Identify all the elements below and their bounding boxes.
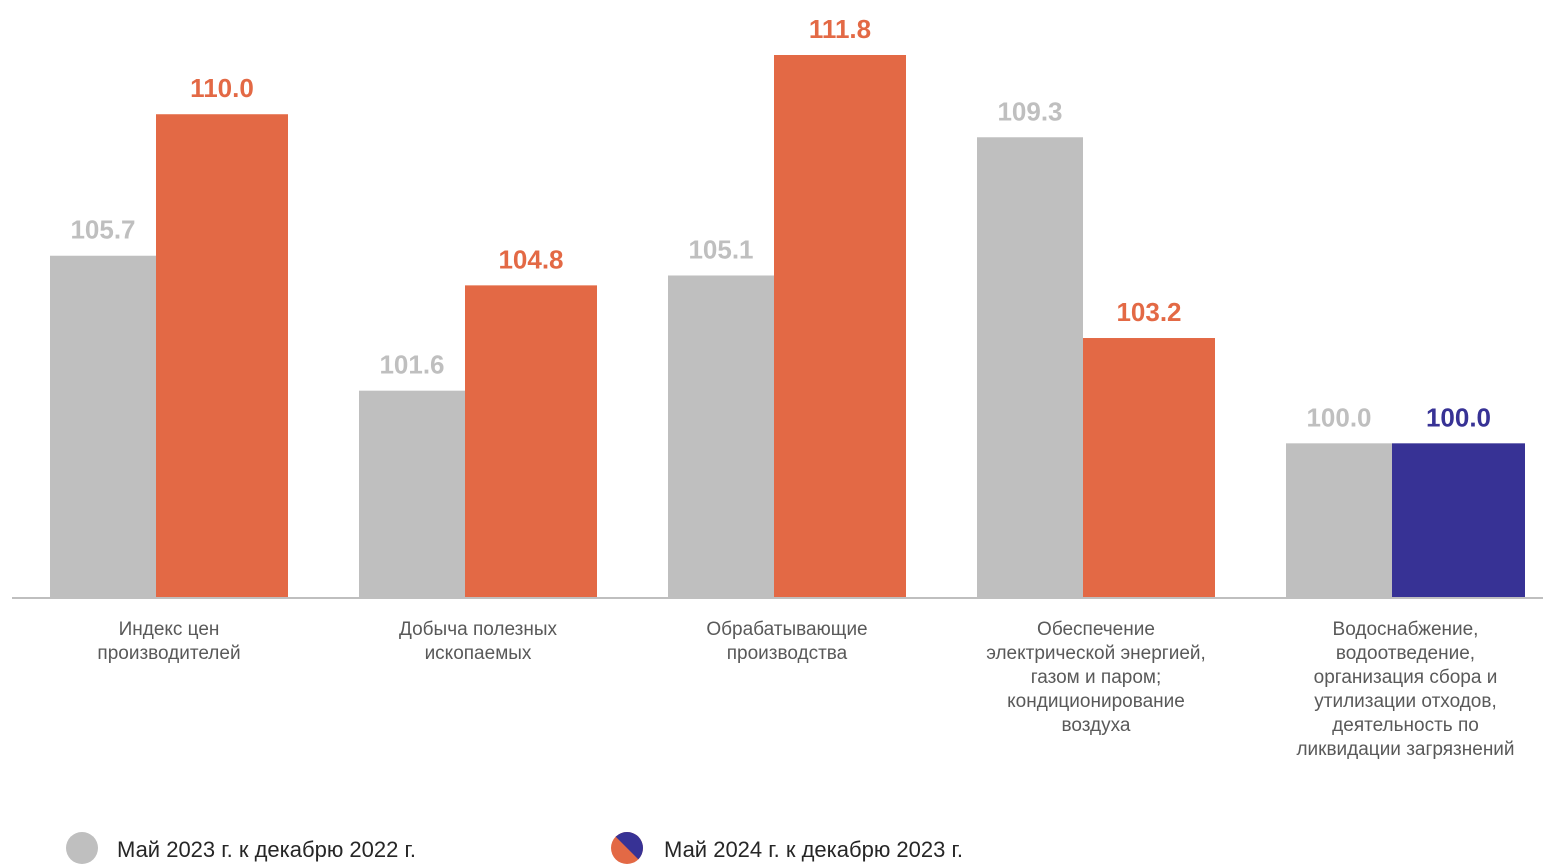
- category-label-3: Обрабатывающие производства: [706, 619, 867, 664]
- bar-series-1-1: [50, 255, 156, 598]
- legend-marker-series-1: [66, 832, 98, 864]
- legend-label-series-2: Май 2024 г. к декабрю 2023 г.: [664, 837, 963, 862]
- value-label-series-1-1: 105.7: [70, 215, 135, 245]
- value-label-series-2-1: 110.0: [190, 73, 254, 103]
- value-labels-layer: 105.7 110.0 101.6 104.8 105.1 111.8 109.3 103.2…: [70, 14, 1491, 432]
- category-labels-layer: Индекс цен производителей Добыча полезных и…: [97, 619, 1514, 760]
- value-label-series-1-4: 109.3: [997, 96, 1062, 126]
- value-label-series-1-5: 100.0: [1306, 402, 1371, 432]
- category-label-5: Водоснабжение, водоотведение, организация …: [1296, 619, 1514, 760]
- value-label-series-1-2: 101.6: [379, 350, 444, 380]
- value-label-series-1-3: 105.1: [688, 234, 753, 264]
- bars-layer: [50, 55, 1525, 599]
- bar-series-2-5: [1392, 443, 1525, 598]
- legend-item-series-2: Май 2024 г. к декабрю 2023 г.: [611, 832, 963, 864]
- bar-series-2-4: [1083, 338, 1215, 598]
- legend-item-series-1: Май 2023 г. к декабрю 2022 г.: [66, 832, 416, 864]
- value-label-series-2-4: 103.2: [1116, 297, 1181, 327]
- bar-series-1-2: [359, 390, 465, 598]
- legend-label-series-1: Май 2023 г. к декабрю 2022 г.: [117, 837, 416, 862]
- category-label-1: Индекс цен производителей: [97, 619, 240, 664]
- category-label-4: Обеспечение электрической энергией, газом …: [986, 619, 1206, 736]
- legend-marker-series-2: [611, 832, 643, 864]
- legend: Май 2023 г. к декабрю 2022 г. Май 2024 г…: [66, 832, 963, 864]
- bar-series-2-3: [774, 55, 906, 598]
- bar-series-2-1: [156, 114, 288, 599]
- bar-series-1-5: [1286, 443, 1392, 598]
- value-label-series-2-3: 111.8: [809, 14, 871, 44]
- bar-series-2-2: [465, 285, 597, 598]
- category-label-2: Добыча полезных ископаемых: [399, 619, 557, 664]
- bar-series-1-4: [977, 137, 1083, 599]
- bar-series-1-3: [668, 275, 774, 598]
- value-label-series-2-2: 104.8: [498, 244, 563, 274]
- value-label-series-2-5: 100.0: [1426, 402, 1491, 432]
